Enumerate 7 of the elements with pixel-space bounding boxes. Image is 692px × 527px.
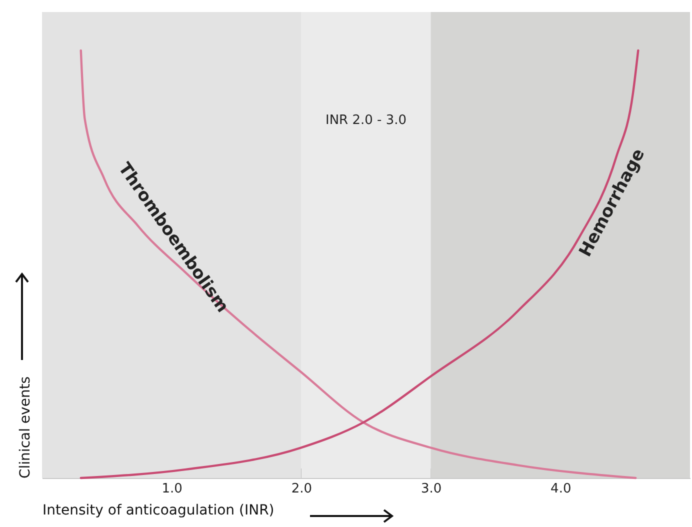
x-tick-label: 1.0 bbox=[162, 482, 182, 496]
x-tick-label: 2.0 bbox=[291, 482, 312, 496]
band-label: INR 2.0 - 3.0 bbox=[325, 113, 407, 128]
x-tick-label: 3.0 bbox=[420, 482, 442, 496]
x-axis-title: Intensity of anticoagulation (INR) bbox=[42, 502, 274, 518]
y-axis-title: Clinical events bbox=[18, 376, 34, 478]
x-tick-label: 4.0 bbox=[550, 482, 572, 496]
